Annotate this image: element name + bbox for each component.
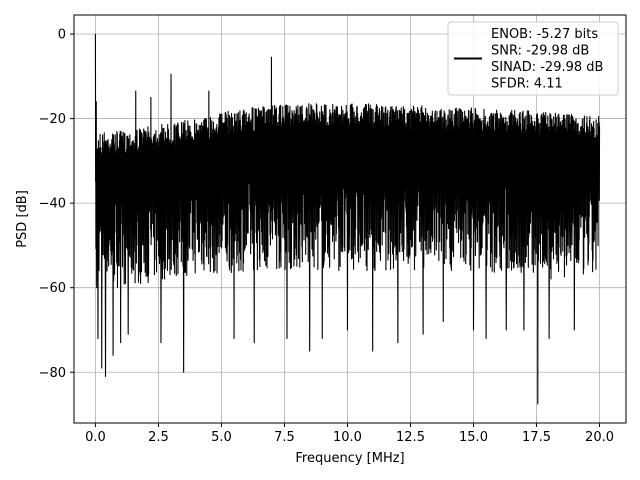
legend: ENOB: -5.27 bits SNR: -29.98 dB SINAD: -…	[447, 21, 619, 96]
legend-enob: ENOB: -5.27 bits	[491, 27, 598, 42]
y-axis-label: PSD [dB]	[15, 190, 30, 248]
x-tick-label: 17.5	[522, 430, 551, 445]
axes-frame	[73, 14, 627, 424]
y-tick-label: −40	[39, 197, 66, 212]
y-tick-label: −60	[39, 281, 66, 296]
x-tick-label: 10.0	[333, 430, 362, 445]
y-tick-label: −80	[39, 366, 66, 381]
y-tick-label: 0	[58, 28, 66, 43]
y-axis: 0 −20 −40 −60 −80	[39, 28, 74, 381]
x-tick-label: 15.0	[459, 430, 488, 445]
x-axis: 0.0 2.5 5.0 7.5 10.0 12.5 15.0 17.5 20.0	[85, 423, 614, 445]
legend-box	[447, 21, 619, 96]
y-tick-label: −20	[39, 112, 66, 127]
x-tick-label: 7.5	[274, 430, 295, 445]
x-tick-label: 0.0	[85, 430, 106, 445]
x-tick-label: 2.5	[148, 430, 169, 445]
x-tick-label: 12.5	[396, 430, 425, 445]
legend-sinad: SINAD: -29.98 dB	[491, 60, 603, 75]
x-tick-label: 20.0	[585, 430, 614, 445]
legend-snr: SNR: -29.98 dB	[491, 44, 589, 59]
psd-series-line	[94, 34, 601, 405]
x-axis-label: Frequency [MHz]	[295, 451, 404, 466]
legend-sfdr: SFDR: 4.11	[491, 77, 563, 92]
plot-area	[94, 34, 601, 405]
x-tick-label: 5.0	[211, 430, 232, 445]
